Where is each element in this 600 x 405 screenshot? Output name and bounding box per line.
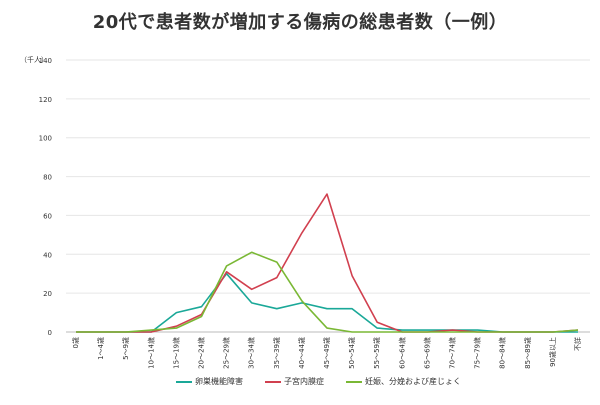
x-tick-label: 35〜39歳 xyxy=(272,337,281,369)
legend-label: 妊娠、分娩および産じょく xyxy=(365,377,461,386)
legend-item-endometriosis: 子宮内膜症 xyxy=(265,376,324,387)
y-axis-unit: （千人） xyxy=(20,55,48,64)
x-tick-label: 45〜49歳 xyxy=(322,337,331,369)
y-tick-label: 20 xyxy=(43,290,52,298)
x-tick-label: 50〜54歳 xyxy=(347,337,356,369)
x-tick-label: 25〜29歳 xyxy=(222,337,231,369)
series-line-1 xyxy=(76,193,579,333)
legend-label: 卵巣機能障害 xyxy=(195,377,243,386)
x-tick-label: 0歳 xyxy=(71,337,80,348)
x-tick-label: 75〜79歳 xyxy=(473,337,482,369)
x-tick-label: 80〜84歳 xyxy=(498,337,507,369)
legend-swatch xyxy=(346,380,362,383)
y-tick-label: 120 xyxy=(39,96,52,104)
legend-swatch xyxy=(176,380,192,383)
y-tick-label: 60 xyxy=(43,212,52,220)
x-tick-label: 65〜69歳 xyxy=(422,337,431,369)
x-tick-label: 1〜4歳 xyxy=(96,337,105,360)
x-tick-label: 20〜24歳 xyxy=(197,337,206,369)
chart-title: 20代で患者数が増加する傷病の総患者数（一例） xyxy=(92,12,508,33)
y-tick-label: 80 xyxy=(43,174,52,182)
series-line-0 xyxy=(76,272,578,333)
x-tick-label: 70〜74歳 xyxy=(448,337,457,369)
x-tick-label: 10〜14歳 xyxy=(146,337,155,369)
x-tick-label: 60〜64歳 xyxy=(397,337,406,369)
y-axis-labels: 0 20 40 60 80 100 120 140 xyxy=(39,57,52,337)
x-tick-label: 55〜59歳 xyxy=(372,337,381,369)
x-tick-label: 不詳 xyxy=(573,337,582,351)
legend-item-ovarian: 卵巣機能障害 xyxy=(176,376,243,387)
legend-label: 子宮内膜症 xyxy=(284,377,324,386)
legend-item-pregnancy: 妊娠、分娩および産じょく xyxy=(346,376,461,387)
x-tick-label: 40〜44歳 xyxy=(297,337,306,369)
y-tick-label: 40 xyxy=(43,251,52,259)
x-axis-labels: 0歳 1〜4歳 5〜9歳 10〜14歳 15〜19歳 20〜24歳 25〜29歳 30〜34歳… xyxy=(71,337,582,369)
x-tick-label: 30〜34歳 xyxy=(247,337,256,369)
y-tick-label: 0 xyxy=(48,329,52,337)
x-tick-label: 15〜19歳 xyxy=(171,337,180,369)
x-tick-label: 5〜9歳 xyxy=(121,337,130,360)
y-tick-label: 100 xyxy=(39,135,52,143)
series-line-2 xyxy=(76,251,579,333)
series-lines xyxy=(76,193,579,333)
y-tick-label: 140 xyxy=(39,57,52,65)
legend-swatch xyxy=(265,380,281,383)
gridlines xyxy=(66,59,590,333)
x-tick-label: 85〜89歳 xyxy=(523,337,532,369)
x-tick-label: 90歳以上 xyxy=(548,337,557,367)
